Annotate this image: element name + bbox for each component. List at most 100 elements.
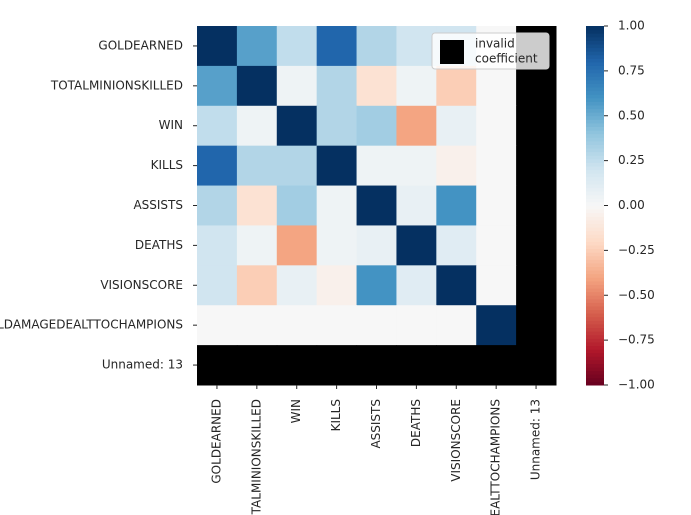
invalid-cell [396,345,437,386]
cell [197,185,238,226]
colorbar-segment [586,367,604,372]
cell [396,145,437,187]
colorbar-segment [586,191,604,196]
cell [396,65,437,107]
x-tick-label: Unnamed: 13 [529,399,543,480]
cell [276,65,318,107]
cell [396,225,437,266]
colorbar-segment [586,234,604,239]
cell [316,65,358,107]
colorbar-segment [586,155,604,160]
colorbar-segment [586,270,604,275]
colorbar-segment [586,266,604,271]
y-tick-label: TOTALDAMAGEDEALTTOCHAMPIONS [0,318,183,332]
colorbar-segment [586,29,604,34]
invalid-cell [516,65,557,107]
cell [476,225,517,266]
cell [197,26,238,67]
y-tick-label: GOLDEARNED [98,38,183,52]
colorbar-segment [586,158,604,163]
cell [396,185,437,226]
colorbar-segment [586,180,604,185]
cell [236,305,278,346]
colorbar-segment [586,51,604,56]
colorbar-tick-label: 0.25 [618,153,645,167]
cell [396,305,437,346]
cell [436,145,477,187]
cell [356,305,397,346]
colorbar-segment [586,101,604,106]
colorbar-segment [586,248,604,253]
cell [316,225,358,266]
cell [236,65,278,107]
colorbar-segment [586,313,604,318]
colorbar-segment [586,241,604,246]
cell [197,265,238,306]
cell [436,305,477,346]
x-tick-label: ASSISTS [369,399,383,449]
colorbar-segment [586,112,604,117]
colorbar-segment [586,349,604,354]
colorbar-segment [586,370,604,375]
colorbar-segment [586,377,604,382]
x-tick-label: KILLS [329,399,343,431]
colorbar-segment [586,90,604,95]
y-tick-label: ASSISTS [133,198,183,212]
cell [476,105,517,147]
colorbar-segment [586,148,604,153]
colorbar-segment [586,126,604,131]
colorbar-segment [586,43,604,49]
colorbar-segment [586,166,604,171]
colorbar-segment [586,108,604,113]
y-tick-label: DEATHS [135,238,183,252]
colorbar-segment [586,72,604,77]
colorbar-segment [586,277,604,282]
y-tick-label: TOTALMINIONSKILLED [50,78,183,92]
colorbar-segment [586,151,604,156]
cell [356,65,397,107]
colorbar-segment [586,40,604,45]
colorbar-tick-label: 0.00 [618,198,645,212]
invalid-cell [516,185,557,226]
colorbar-segment [586,194,604,199]
invalid-cell [516,305,557,346]
cell [197,105,238,147]
cell [276,265,318,306]
cell [316,265,358,306]
cell [316,305,358,346]
colorbar-segment [586,130,604,135]
cell [396,105,437,147]
colorbar-segment [586,115,604,120]
cell [236,105,278,147]
invalid-cell [476,345,517,386]
colorbar-segment [586,291,604,296]
invalid-cell [197,345,238,386]
colorbar-segment [586,94,604,99]
colorbar-segment [586,320,604,325]
cell [197,305,238,346]
x-tick-label: TOTALMINIONSKILLED [249,399,263,515]
invalid-cell [316,345,358,386]
cell [197,225,238,266]
x-tick-label: GOLDEARNED [209,399,223,484]
colorbar-segment [586,65,604,70]
invalid-cell [516,105,557,147]
colorbar-segment [586,176,604,181]
invalid-cell [516,225,557,266]
colorbar-segment [586,306,604,311]
colorbar-segment [586,298,604,303]
colorbar-segment [586,212,604,217]
colorbar-segment [586,122,604,128]
colorbar-segment [586,309,604,314]
colorbar-segment [586,295,604,300]
cell [316,185,358,226]
x-tick-label: TOTALDAMAGEDEALTTOCHAMPIONS [489,399,503,515]
colorbar-segment [586,47,604,52]
cell [316,145,358,187]
colorbar-segment [586,302,604,307]
colorbar-segment [586,323,604,329]
colorbar-segment [586,209,604,214]
colorbar-segment [586,374,604,379]
colorbar-segment [586,201,604,206]
